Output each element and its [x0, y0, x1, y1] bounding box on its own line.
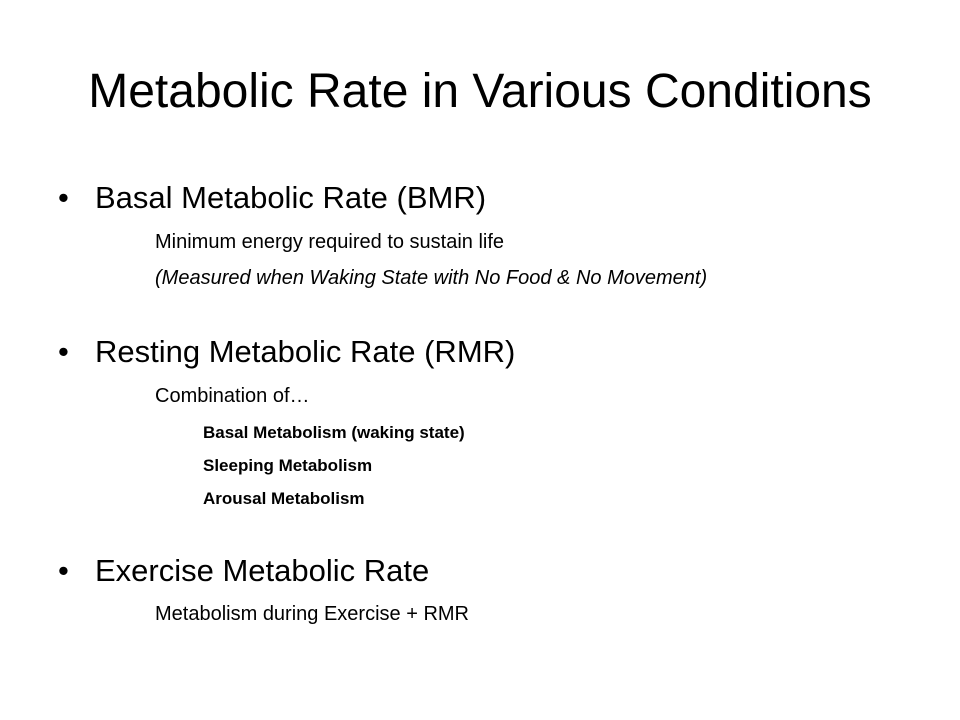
- bullet-bmr: • Basal Metabolic Rate (BMR): [58, 178, 486, 218]
- slide-title: Metabolic Rate in Various Conditions: [88, 65, 872, 118]
- rmr-item-basal: Basal Metabolism (waking state): [203, 423, 465, 442]
- bullet-dot: •: [58, 180, 69, 215]
- bullet-dot: •: [58, 334, 69, 369]
- bullet-rmr-text: Resting Metabolic Rate (RMR): [95, 334, 516, 369]
- bullet-exercise-text: Exercise Metabolic Rate: [95, 553, 430, 588]
- exercise-definition: Metabolism during Exercise + RMR: [155, 603, 469, 625]
- bullet-dot: •: [58, 553, 69, 588]
- rmr-item-arousal: Arousal Metabolism: [203, 489, 365, 508]
- bullet-bmr-text: Basal Metabolic Rate (BMR): [95, 180, 487, 215]
- rmr-combination: Combination of…: [155, 385, 310, 407]
- bullet-exercise: • Exercise Metabolic Rate: [58, 551, 429, 591]
- bmr-definition: Minimum energy required to sustain life: [155, 231, 505, 253]
- bmr-measurement-note: (Measured when Waking State with No Food…: [155, 267, 708, 289]
- rmr-item-sleeping: Sleeping Metabolism: [203, 456, 373, 475]
- bullet-rmr: • Resting Metabolic Rate (RMR): [58, 332, 515, 372]
